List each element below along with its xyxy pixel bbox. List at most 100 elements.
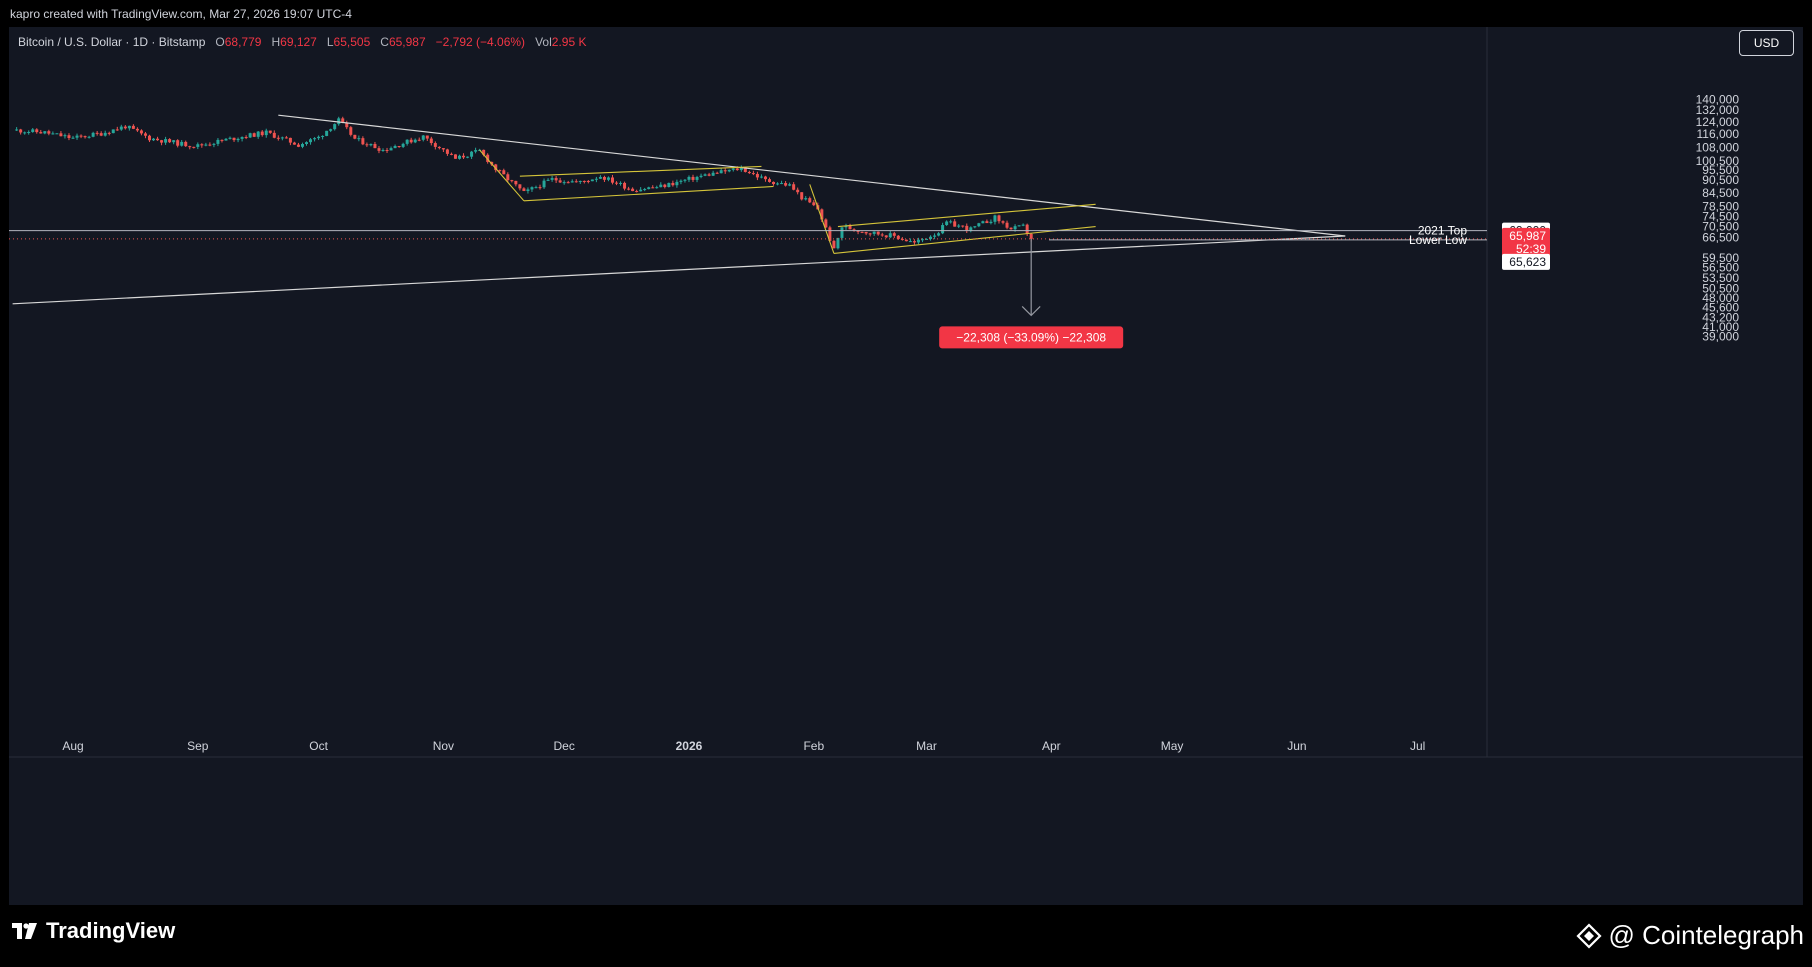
x-tick-label: Mar [916,739,937,753]
candle-body [755,173,759,178]
candle-body [1009,227,1013,230]
symbol-legend: Bitcoin / U.S. Dollar · 1D · Bitstamp O6… [18,35,586,49]
tradingview-logo: TradingView [12,918,175,944]
candle-body [627,188,631,190]
trendline [278,114,1346,237]
candle-body [860,231,864,233]
tradingview-icon [12,923,37,939]
candle-body [284,137,288,139]
candle-body [590,179,594,182]
y-tick-label: 59,500 [1702,251,1739,265]
candle-body [824,219,828,228]
channel-line [837,203,1096,228]
x-tick-label: Sep [187,739,209,753]
level-lower-low-label: Lower Low [1409,233,1467,247]
candle-body [598,176,602,179]
volume-value: 2.95 K [551,35,587,49]
candle-body [1025,224,1029,234]
y-tick-label: 43,200 [1702,310,1739,324]
candle-body [333,124,337,130]
candle-body [703,174,707,176]
candle-body [115,129,119,131]
attribution-text: kapro created with TradingView.com, Mar … [10,7,352,21]
candle-body [506,174,510,181]
candle-body [413,139,417,143]
candle-body [147,135,151,141]
candle-body [152,138,156,141]
candle-body [739,167,743,171]
candle-body [91,132,95,137]
candle-body [280,137,284,139]
candle-body [615,182,619,184]
candle-body [619,182,623,184]
candle-body [916,239,920,243]
candle-body [937,233,941,236]
candle-body [63,135,67,137]
chart-panel[interactable] [9,27,1803,905]
price-chart[interactable]: 140,000132,000124,000116,000108,000100,5… [9,27,1803,905]
candle-body [969,227,973,231]
candle-body [361,138,365,145]
candle-body [844,225,848,228]
candle-body [534,187,538,189]
candle-body [594,178,598,180]
candle-body [808,198,812,203]
candle-body [735,168,739,171]
candle-body [486,154,490,162]
candle-body [23,132,27,134]
candle-body [39,132,43,134]
change-value: −2,792 (−4.06%) [435,35,526,49]
y-tick-label: 108,000 [1696,140,1740,154]
candle-body [912,241,916,243]
candle-body [393,146,397,149]
candle-body [272,132,276,138]
candle-body [776,183,780,185]
candle-body [747,171,751,174]
currency-button[interactable]: USD [1739,30,1794,56]
candle-body [83,136,87,138]
low-value: 65,505 [333,35,371,49]
candle-body [401,143,405,147]
close-label: C [380,35,389,49]
candle-body [651,187,655,189]
candle-body [87,136,91,138]
candle-body [341,118,345,123]
candle-body [920,239,924,241]
y-tick-label: 78,500 [1702,200,1739,214]
candle-body [317,136,321,139]
candle-body [313,138,317,140]
candle-body [228,137,232,139]
candle-body [55,133,59,135]
candle-body [143,133,147,136]
symbol-name: Bitcoin / U.S. Dollar · 1D · Bitstamp [18,35,206,49]
x-tick-label: Apr [1042,739,1061,753]
candle-body [558,180,562,183]
level-2021-top-label: 2021 Top [1418,224,1467,238]
tag-lower-low-box [1502,253,1550,270]
candle-body [35,129,39,133]
candle-body [683,179,687,181]
candle-body [79,135,83,137]
candle-body [337,118,341,125]
candle-body [562,182,566,184]
candle-body [836,237,840,249]
candle-body [204,144,208,146]
candle-body [103,132,107,136]
candle-body [900,238,904,240]
candle-body [300,143,304,147]
cointelegraph-watermark: @ Cointelegraph [1576,920,1804,951]
candle-body [288,137,292,143]
channel-line [519,165,762,177]
candle-body [437,146,441,149]
candle-body [135,128,139,131]
candle-body [457,155,461,159]
candle-body [71,137,75,139]
candle-body [731,168,735,170]
candle-body [1005,222,1009,228]
candle-body [292,142,296,145]
candle-body [707,174,711,176]
candle-body [462,155,466,158]
candle-body [639,189,643,192]
candle-body [723,170,727,172]
candle-body [663,184,667,188]
